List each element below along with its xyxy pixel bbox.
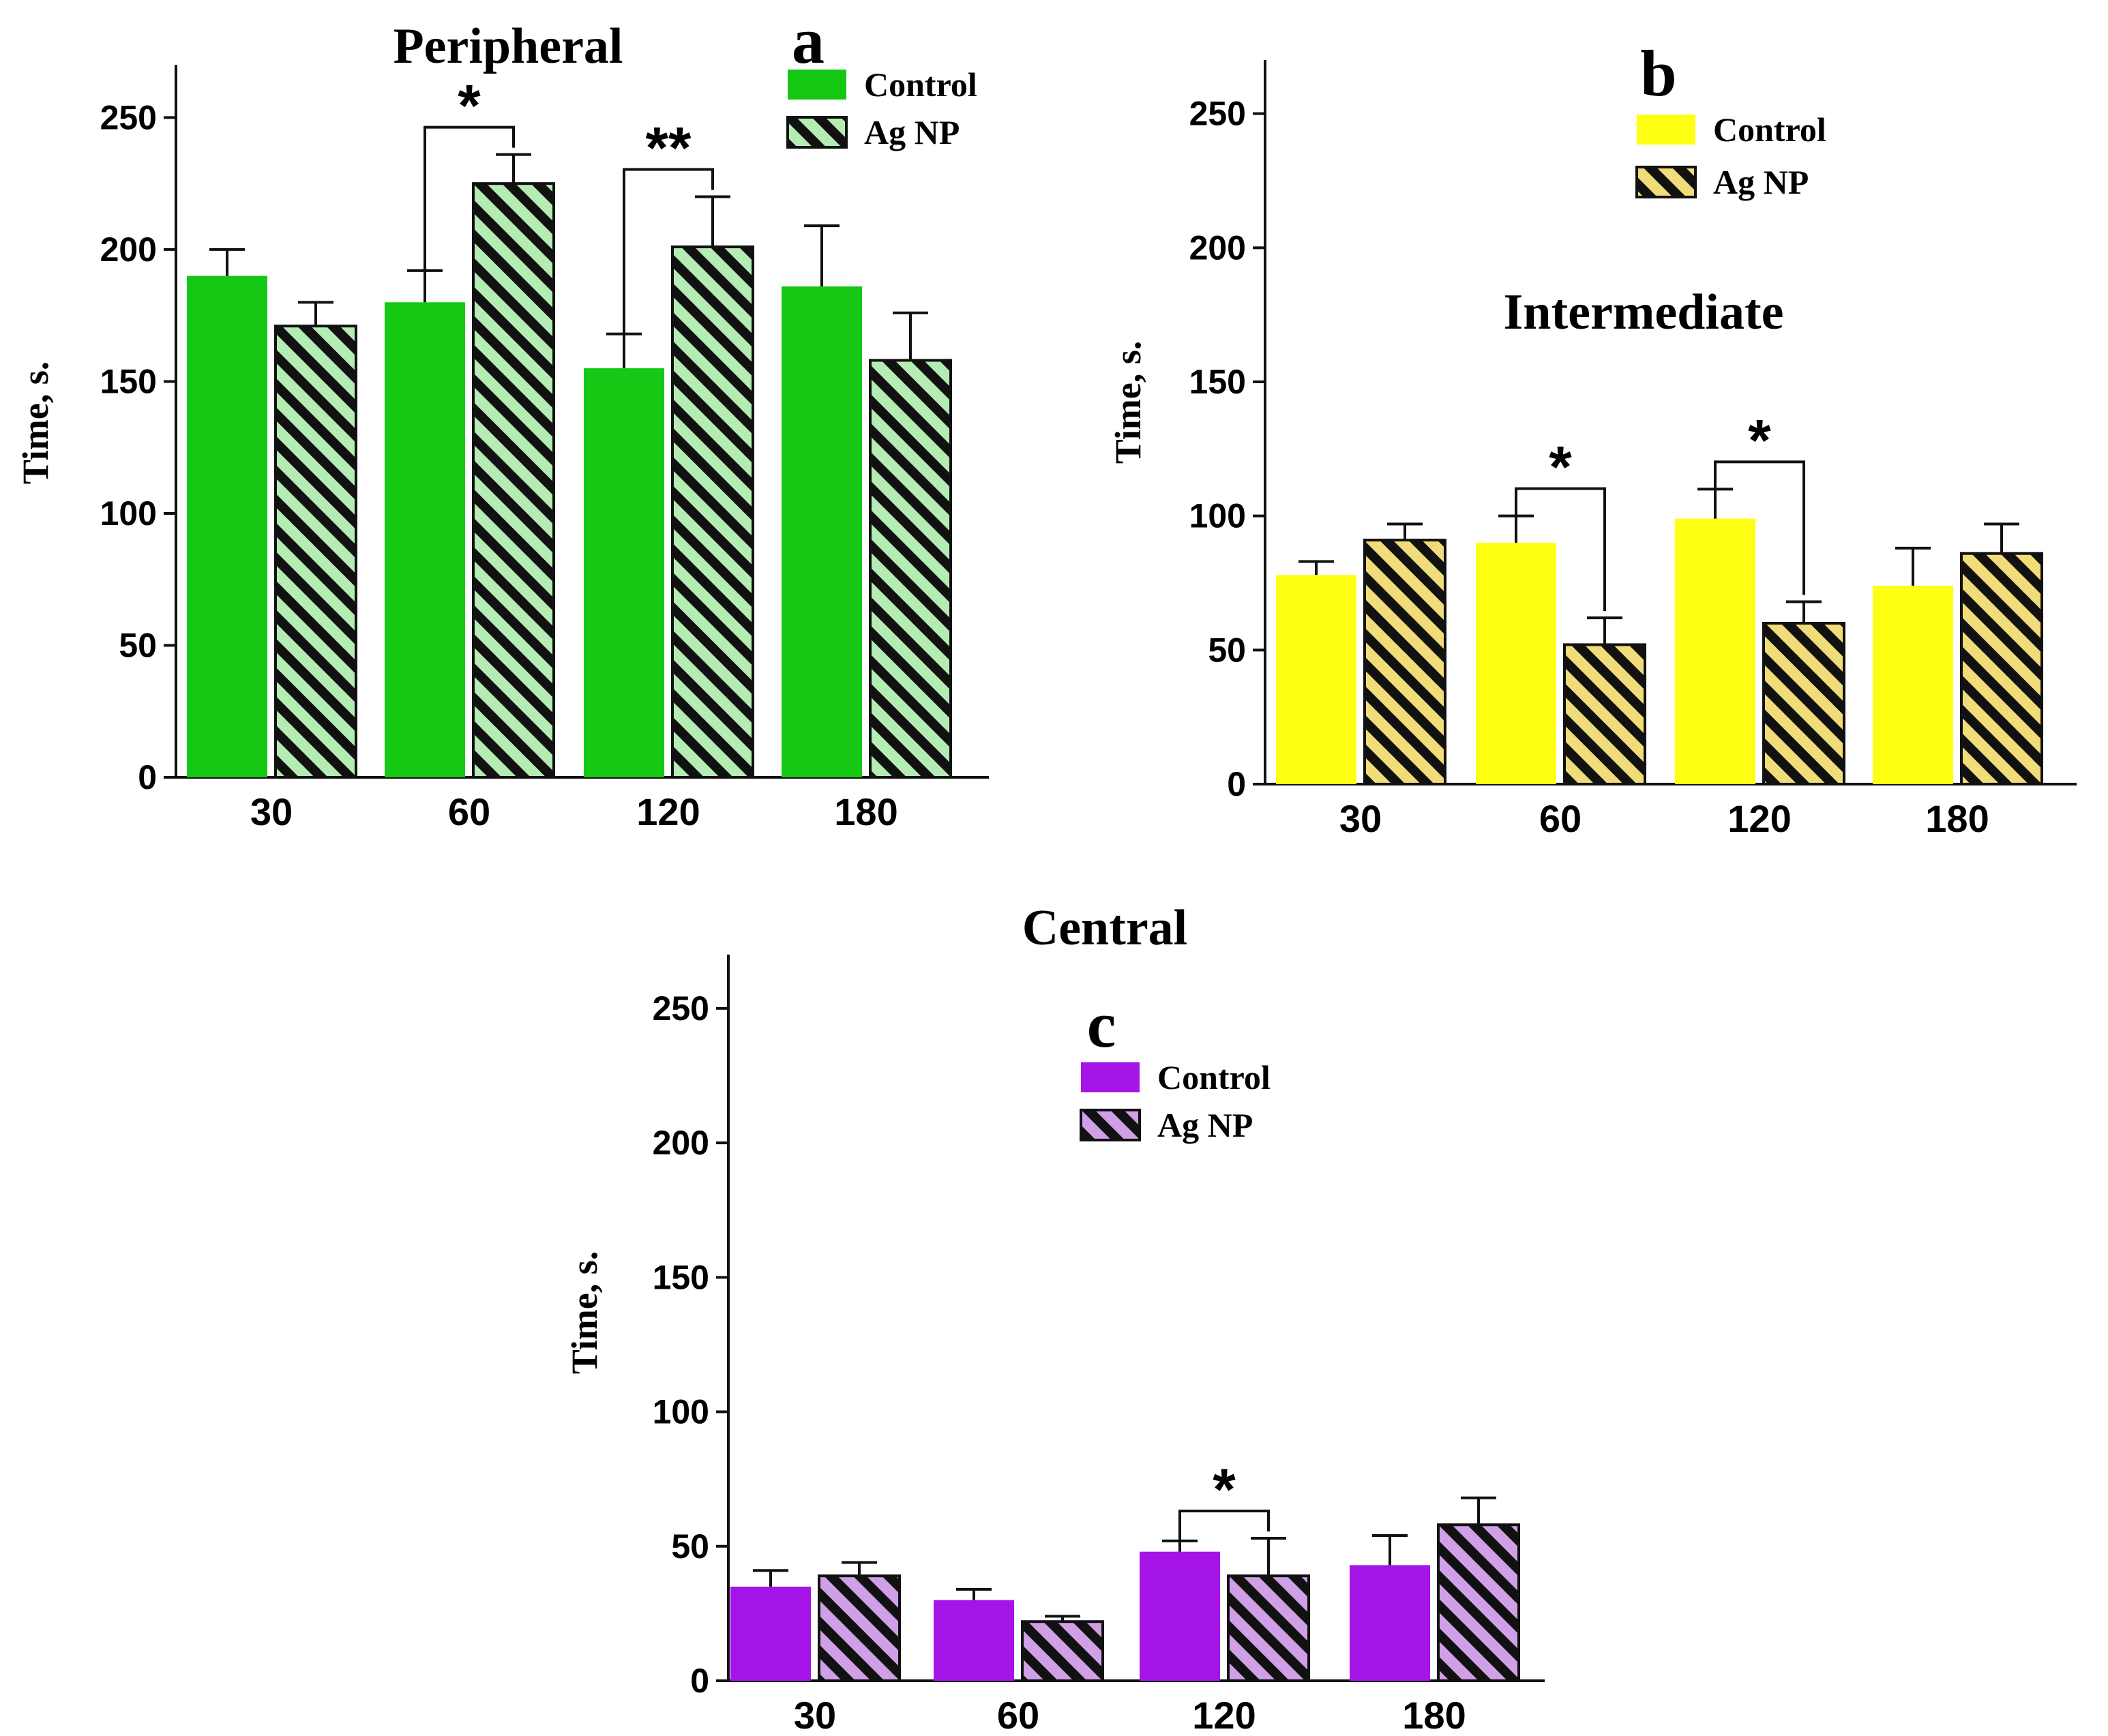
- bar-agnp-60: [472, 182, 555, 779]
- legend-swatch-0: [788, 70, 846, 100]
- y-axis-label: Time, s.: [1108, 341, 1148, 464]
- y-axis-label: Time, s.: [564, 1251, 605, 1375]
- x-tick-label: 120: [636, 790, 700, 833]
- bar-control-60: [934, 1600, 1014, 1681]
- y-tick-label: 0: [690, 1662, 709, 1700]
- x-tick-label: 180: [1402, 1694, 1466, 1736]
- bar-control-120: [1140, 1551, 1220, 1681]
- bar-agnp-180: [1960, 552, 2043, 785]
- significance-marker: **: [646, 116, 692, 181]
- bar-control-30: [187, 275, 267, 777]
- bar-agnp-120: [1227, 1574, 1310, 1683]
- x-tick-label: 60: [997, 1694, 1039, 1736]
- significance-marker: *: [1549, 435, 1572, 500]
- legend-label-0: Control: [1713, 110, 1826, 149]
- significance-bracket: [1515, 487, 1606, 612]
- significance-bracket: [1178, 1509, 1270, 1541]
- bar-control-120: [584, 368, 664, 777]
- y-tick-label: 150: [653, 1258, 709, 1296]
- significance-marker: *: [1748, 408, 1771, 473]
- y-tick-label: 250: [1189, 95, 1246, 133]
- y-tick-label: 250: [653, 989, 709, 1028]
- y-axis-label: Time, s.: [15, 361, 56, 485]
- legend-swatch-0: [1081, 1062, 1140, 1092]
- bar-control-30: [1276, 575, 1356, 784]
- y-tick-label: 50: [671, 1527, 709, 1566]
- chart-title: Intermediate: [1504, 284, 1784, 340]
- x-tick-label: 60: [1539, 797, 1582, 840]
- bar-agnp-30: [1363, 539, 1446, 785]
- bar-control-30: [730, 1586, 811, 1681]
- significance-marker: *: [1213, 1457, 1236, 1523]
- y-tick-label: 250: [100, 98, 157, 136]
- x-tick-label: 180: [834, 790, 897, 833]
- chart-title: Peripheral: [393, 18, 623, 74]
- significance-bracket: [424, 125, 515, 271]
- bar-control-120: [1675, 518, 1755, 784]
- significance-marker: *: [458, 74, 481, 139]
- panel-letter: a: [792, 4, 825, 77]
- legend-swatch-1: [1635, 166, 1697, 198]
- x-tick-label: 180: [1925, 797, 1989, 840]
- y-tick-label: 200: [100, 230, 157, 269]
- y-tick-label: 100: [100, 494, 157, 533]
- bar-agnp-120: [671, 245, 754, 779]
- chart-title: Central: [1022, 900, 1188, 956]
- bar-control-180: [1873, 585, 1953, 784]
- legend-label-0: Control: [1157, 1058, 1271, 1096]
- significance-bracket: [1714, 460, 1805, 595]
- y-tick-label: 0: [138, 758, 157, 796]
- bar-agnp-30: [818, 1574, 901, 1683]
- bar-control-60: [385, 302, 465, 777]
- bar-agnp-60: [1563, 643, 1646, 786]
- legend-label-1: Ag NP: [1713, 163, 1809, 201]
- x-tick-label: 30: [794, 1694, 836, 1736]
- legend-label-0: Control: [864, 65, 977, 104]
- x-tick-label: 30: [1339, 797, 1382, 840]
- chart-panel-b: 0 50 100 150 200 250 Time, s. 30 60 120 180 * * Inter…: [1108, 37, 2077, 840]
- legend-swatch-1: [1080, 1109, 1141, 1141]
- significance-bracket: [623, 168, 714, 334]
- x-tick-label: 60: [448, 790, 490, 833]
- chart-panel-c: 0 50 100 150 200 250 Time, s. 30 60 120 180 * Centra…: [564, 900, 1545, 1736]
- panel-letter: c: [1087, 988, 1116, 1061]
- bar-control-180: [1350, 1565, 1430, 1681]
- y-tick-label: 50: [119, 626, 157, 664]
- y-tick-label: 50: [1208, 631, 1246, 669]
- bar-agnp-180: [869, 359, 952, 779]
- bar-agnp-180: [1437, 1523, 1520, 1682]
- x-tick-label: 30: [250, 790, 293, 833]
- panel-letter: b: [1640, 37, 1676, 110]
- y-tick-label: 150: [100, 362, 157, 400]
- bar-agnp-60: [1021, 1620, 1104, 1682]
- bar-control-180: [782, 286, 862, 778]
- bar-agnp-30: [274, 325, 357, 779]
- bar-agnp-120: [1762, 622, 1845, 785]
- legend-swatch-1: [786, 116, 848, 149]
- y-tick-label: 100: [653, 1393, 709, 1431]
- x-tick-label: 120: [1192, 1694, 1256, 1736]
- legend-label-1: Ag NP: [864, 113, 960, 151]
- legend-swatch-0: [1637, 115, 1695, 145]
- bar-control-60: [1476, 543, 1556, 784]
- x-tick-label: 120: [1727, 797, 1791, 840]
- y-tick-label: 100: [1189, 497, 1246, 535]
- y-tick-label: 200: [653, 1124, 709, 1162]
- y-tick-label: 150: [1189, 363, 1246, 401]
- legend-label-1: Ag NP: [1157, 1106, 1253, 1144]
- y-tick-label: 0: [1227, 765, 1246, 803]
- y-tick-label: 200: [1189, 228, 1246, 267]
